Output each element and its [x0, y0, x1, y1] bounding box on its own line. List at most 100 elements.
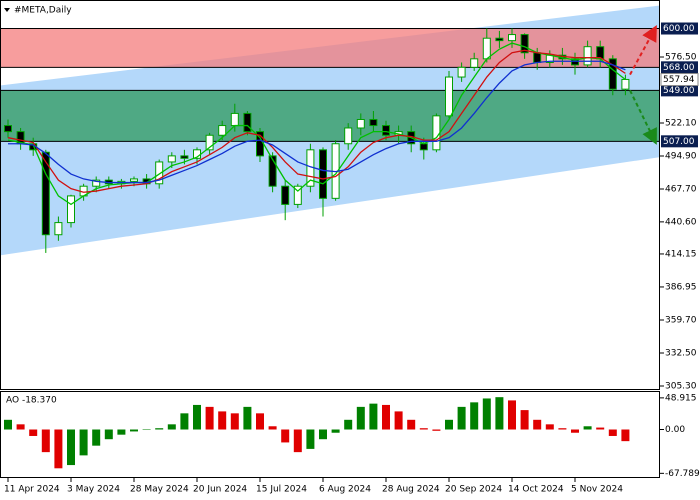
price-label-bg — [660, 73, 699, 87]
ao-bar — [344, 419, 353, 430]
ao-bar — [382, 404, 390, 430]
ao-bar — [445, 419, 453, 430]
ao-bar — [432, 429, 441, 431]
ao-bar — [193, 404, 201, 430]
ao-bar — [117, 429, 126, 435]
y-tick-label: 494.90 — [665, 152, 697, 162]
ao-bar — [394, 411, 403, 430]
y-tick-label: 467.70 — [665, 184, 697, 194]
zone — [0, 90, 660, 142]
ao-bar — [470, 402, 479, 430]
x-tick-label: 6 Aug 2024 — [319, 485, 371, 495]
ao-bar — [54, 429, 63, 469]
ao-bar — [369, 403, 378, 430]
level-label-bg — [661, 61, 698, 74]
ao-bar — [205, 406, 214, 430]
ao-bar — [130, 429, 138, 432]
candle-body — [419, 143, 428, 151]
x-tick-label: 14 Oct 2024 — [508, 485, 564, 495]
y-tick-label: 414.15 — [665, 249, 697, 259]
candle-body — [92, 179, 101, 187]
candle-body — [319, 149, 327, 199]
ao-bar — [281, 429, 290, 443]
candle-body — [268, 155, 277, 187]
level-label-bg — [661, 22, 698, 35]
level-label-bg — [661, 84, 698, 97]
ao-bar — [520, 410, 529, 430]
x-tick-label: 20 Sep 2024 — [445, 485, 502, 495]
candle-body — [482, 37, 491, 60]
target-arrow — [629, 89, 657, 145]
ao-bar — [4, 419, 12, 430]
candle-body — [218, 125, 227, 136]
level-label-bg — [661, 135, 698, 148]
candle-body — [432, 115, 441, 151]
menu-arrow[interactable] — [4, 8, 10, 12]
target-arrow — [629, 24, 657, 76]
moving-average — [7, 49, 626, 193]
moving-average — [7, 42, 626, 206]
candle-body — [369, 118, 378, 127]
candle-body — [230, 112, 239, 127]
ao-bar — [142, 429, 151, 431]
ao-bar — [331, 429, 340, 433]
candle-body — [293, 185, 302, 205]
level-label: 507.00 — [663, 137, 695, 147]
ao-bar — [29, 429, 38, 436]
ao-bar — [41, 429, 50, 453]
ao-bar — [482, 398, 491, 430]
ao-bar — [218, 411, 227, 430]
level-label: 600.00 — [663, 24, 695, 34]
candle-body — [533, 52, 542, 63]
price-label: 557.94 — [663, 75, 695, 85]
ao-bar — [180, 413, 189, 430]
ao-bar — [545, 424, 554, 430]
ao-title: AO -18.370 — [6, 396, 57, 406]
ao-bar — [79, 429, 88, 456]
ao-bar — [92, 429, 101, 446]
candle-body — [41, 151, 50, 236]
y-tick-label: 576.50 — [665, 53, 697, 63]
y-tick-label: 440.60 — [665, 217, 697, 227]
y-tick-label: 359.70 — [665, 316, 697, 326]
x-tick-label: 20 Jun 2024 — [193, 485, 247, 495]
candle-body — [180, 155, 189, 159]
ao-bar — [558, 428, 567, 430]
symbol-title: #META,Daily — [14, 6, 72, 16]
x-tick-label: 28 Aug 2024 — [382, 485, 440, 495]
level-label: 549.00 — [663, 86, 695, 96]
ao-bar — [407, 419, 416, 430]
y-tick-label: 522.10 — [665, 119, 697, 129]
candle-body — [445, 76, 453, 117]
ao-bar — [457, 406, 466, 430]
ao-bar — [608, 429, 617, 436]
candle-body — [344, 127, 353, 145]
ao-bar — [256, 413, 264, 430]
candle-body — [54, 222, 63, 236]
candle-body — [243, 112, 252, 133]
ao-bar — [533, 419, 542, 430]
main-frame — [0, 0, 660, 390]
candle-body — [495, 37, 504, 42]
ao-bar — [104, 429, 113, 440]
candle-body — [67, 195, 75, 224]
y-tick-label: 332.50 — [665, 349, 697, 359]
y-tick-label: 386.95 — [665, 282, 697, 292]
candle-body — [621, 78, 630, 90]
candle-body — [130, 178, 138, 182]
candle-body — [281, 185, 290, 205]
ao-bar — [306, 429, 315, 449]
ao-bar — [268, 426, 277, 430]
candle-body — [167, 155, 176, 163]
y-tick-label: 0.00 — [665, 425, 685, 435]
candle-body — [583, 46, 592, 66]
ao-bar — [596, 427, 605, 430]
candle-body — [457, 66, 466, 78]
ao-bar — [583, 426, 592, 430]
ao-bar — [16, 424, 25, 430]
x-tick-label: 28 May 2024 — [130, 485, 189, 495]
ao-bar — [155, 428, 164, 430]
ao-bar — [571, 429, 579, 433]
ao-bar — [356, 406, 365, 430]
